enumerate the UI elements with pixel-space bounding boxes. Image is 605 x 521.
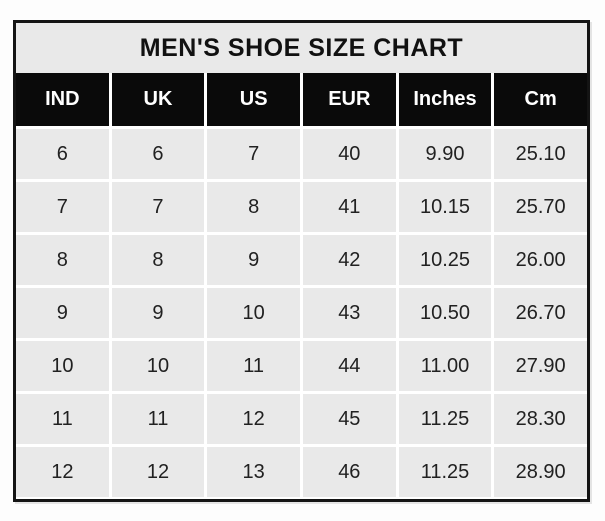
table-cell: 26.70 (494, 288, 587, 338)
table-cell: 8 (111, 235, 205, 285)
col-header-cm: Cm (494, 73, 587, 126)
table-cell: 11 (16, 394, 109, 444)
table-cell: 9 (111, 288, 205, 338)
table-cell: 13 (207, 447, 300, 497)
table-cell: 40 (302, 129, 396, 179)
table-cell: 41 (302, 182, 396, 232)
shoe-size-chart: MEN'S SHOE SIZE CHART IND UK US EUR Inch… (13, 20, 590, 502)
table-cell: 7 (207, 129, 300, 179)
table-cell: 10 (16, 341, 109, 391)
col-header-eur: EUR (302, 73, 396, 126)
col-header-uk: UK (111, 73, 205, 126)
col-header-us: US (207, 73, 300, 126)
table-cell: 9 (16, 288, 109, 338)
table-header-row: IND UK US EUR Inches Cm (16, 73, 587, 126)
table-cell: 25.70 (494, 182, 587, 232)
table-cell: 10.50 (398, 288, 492, 338)
table-cell: 44 (302, 341, 396, 391)
table-body: 6 6 7 40 9.90 25.10 7 7 8 41 10.15 25.70… (16, 126, 587, 499)
table-cell: 11 (207, 341, 300, 391)
table-cell: 46 (302, 447, 396, 497)
table-cell: 12 (111, 447, 205, 497)
table-cell: 10 (207, 288, 300, 338)
col-header-inches: Inches (398, 73, 492, 126)
page-title: MEN'S SHOE SIZE CHART (16, 23, 587, 73)
table-cell: 11 (111, 394, 205, 444)
table-cell: 25.10 (494, 129, 587, 179)
table-cell: 11.00 (398, 341, 492, 391)
table-cell: 8 (207, 182, 300, 232)
table-cell: 6 (16, 129, 109, 179)
table-cell: 10.25 (398, 235, 492, 285)
table-cell: 42 (302, 235, 396, 285)
table-cell: 27.90 (494, 341, 587, 391)
table-cell: 10 (111, 341, 205, 391)
table-cell: 11.25 (398, 394, 492, 444)
table-cell: 26.00 (494, 235, 587, 285)
table-cell: 11.25 (398, 447, 492, 497)
col-header-ind: IND (16, 73, 109, 126)
table-cell: 9.90 (398, 129, 492, 179)
table-cell: 6 (111, 129, 205, 179)
table-cell: 45 (302, 394, 396, 444)
table-cell: 10.15 (398, 182, 492, 232)
table-cell: 28.90 (494, 447, 587, 497)
table-cell: 12 (16, 447, 109, 497)
table-cell: 43 (302, 288, 396, 338)
table-cell: 7 (16, 182, 109, 232)
table-cell: 7 (111, 182, 205, 232)
table-cell: 28.30 (494, 394, 587, 444)
table-cell: 8 (16, 235, 109, 285)
table-cell: 12 (207, 394, 300, 444)
table-cell: 9 (207, 235, 300, 285)
